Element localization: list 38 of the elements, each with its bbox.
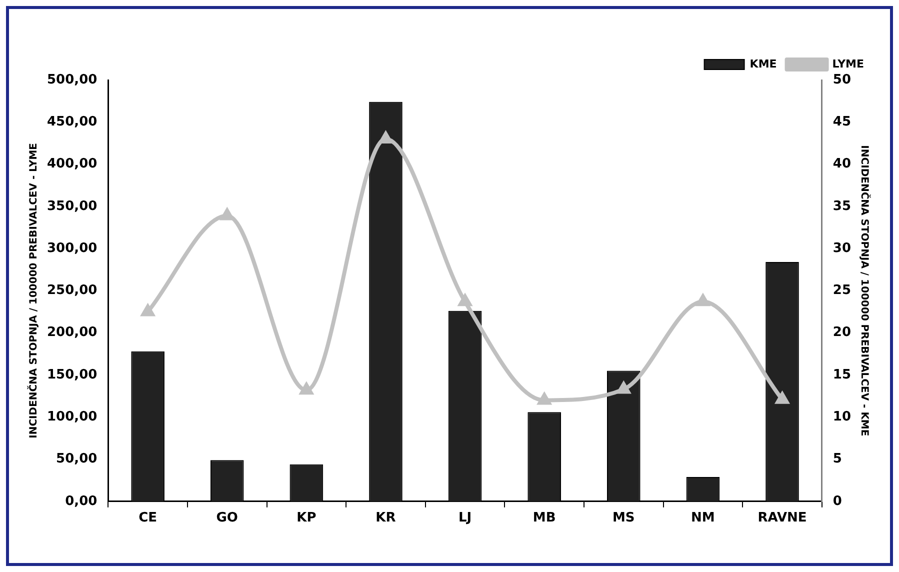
- x-tick-label: MS: [612, 510, 635, 526]
- x-tick-label: NM: [691, 510, 715, 526]
- y2-tick-label: 15: [832, 367, 852, 382]
- point: [141, 304, 154, 316]
- y2-tick-label: 25: [832, 283, 852, 298]
- x-tick-label: KP: [296, 510, 316, 526]
- y2-tick-label: 30: [832, 240, 852, 256]
- y-tick-label: 50,00: [56, 452, 98, 467]
- x-tick-label: KR: [376, 510, 396, 526]
- y2-tick-label: 35: [832, 198, 852, 214]
- y-tick-label: 200,00: [46, 325, 98, 340]
- point: [379, 132, 392, 144]
- y2-tick-label: 50: [832, 72, 852, 88]
- y-tick-label: 300,00: [46, 240, 98, 256]
- y-tick-label: 100,00: [46, 409, 98, 424]
- y2-tick-label: 10: [832, 409, 852, 424]
- y-tick-label: 450,00: [46, 114, 98, 130]
- point: [776, 392, 789, 404]
- y-tick-label: 500,00: [46, 72, 98, 88]
- y-tick-label: 400,00: [46, 156, 98, 172]
- x-tick-label: LJ: [458, 510, 472, 526]
- y2-axis-title: INCIDENČNA STOPNJA / 100000 PREBIVALCEV - KME: [858, 145, 872, 436]
- y2-tick-label: 40: [832, 156, 852, 172]
- y-tick-label: 350,00: [46, 198, 98, 214]
- y2-tick-label: 20: [832, 325, 852, 340]
- x-tick-label: MB: [532, 510, 556, 526]
- y-tick-label: 150,00: [46, 367, 98, 382]
- legend-label: LYME: [832, 57, 864, 70]
- x-tick-label: RAVNE: [758, 510, 807, 526]
- legend-label: KME: [750, 57, 777, 70]
- y-tick-label: 0,00: [65, 494, 98, 509]
- y2-tick-label: 0: [832, 494, 842, 509]
- y-axis-title: INCIDENČNA STOPNJA / 100000 PREBIVALCEV - LYME: [26, 142, 40, 438]
- y-tick-label: 250,00: [46, 283, 98, 298]
- x-tick-label: GO: [216, 510, 238, 526]
- x-tick-label: CE: [138, 510, 158, 526]
- y2-tick-label: 45: [832, 114, 852, 130]
- y2-tick-label: 5: [832, 452, 842, 467]
